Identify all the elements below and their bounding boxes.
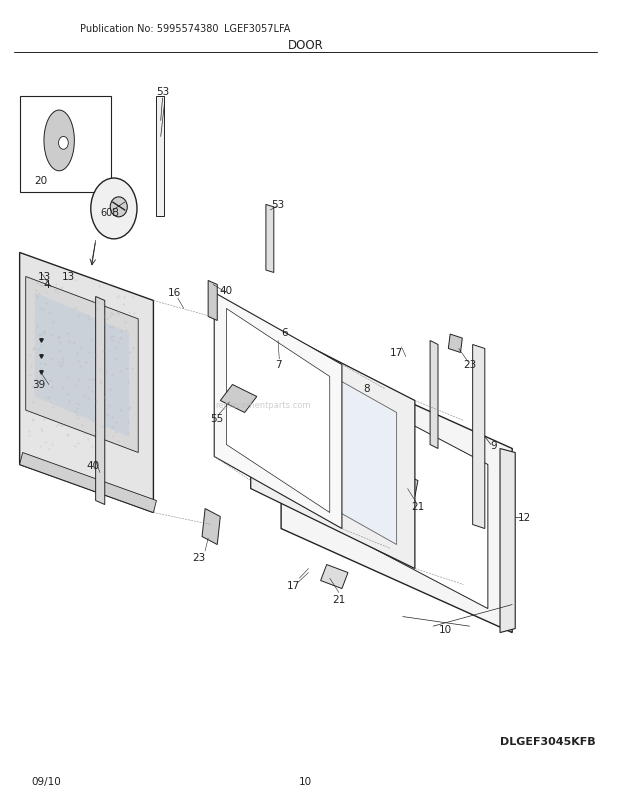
Text: 17: 17 — [390, 348, 403, 358]
Polygon shape — [397, 473, 418, 497]
Text: 10: 10 — [439, 624, 452, 634]
Polygon shape — [25, 277, 138, 453]
Text: 40: 40 — [86, 460, 99, 470]
Polygon shape — [20, 253, 153, 513]
Polygon shape — [472, 345, 485, 529]
Text: 20: 20 — [34, 176, 48, 186]
Text: 12: 12 — [518, 512, 531, 522]
Text: 39: 39 — [32, 380, 46, 390]
Polygon shape — [215, 293, 342, 529]
Text: 17: 17 — [286, 580, 300, 589]
Ellipse shape — [110, 197, 127, 217]
Text: replacementparts.com: replacementparts.com — [215, 400, 311, 410]
Circle shape — [91, 179, 137, 240]
Text: 40: 40 — [220, 286, 233, 296]
Polygon shape — [95, 297, 105, 505]
Text: 6: 6 — [281, 328, 288, 338]
Text: 4: 4 — [43, 280, 50, 290]
Text: 23: 23 — [192, 552, 206, 562]
Polygon shape — [281, 345, 512, 633]
Text: 21: 21 — [411, 501, 425, 512]
Text: 53: 53 — [272, 200, 285, 210]
Text: 8: 8 — [363, 384, 370, 394]
Text: 7: 7 — [275, 360, 281, 370]
Text: 09/10: 09/10 — [32, 776, 61, 786]
Polygon shape — [250, 317, 415, 569]
Text: 10: 10 — [299, 776, 312, 786]
Text: 55: 55 — [211, 414, 224, 423]
Polygon shape — [20, 97, 111, 193]
Text: 23: 23 — [463, 360, 476, 370]
Text: DOOR: DOOR — [288, 38, 323, 52]
Text: DLGEF3045KFB: DLGEF3045KFB — [500, 735, 596, 746]
Polygon shape — [306, 369, 488, 609]
Polygon shape — [35, 293, 129, 437]
Polygon shape — [448, 334, 463, 353]
Text: 53: 53 — [156, 87, 169, 97]
Text: 13: 13 — [37, 272, 51, 282]
Polygon shape — [220, 385, 257, 413]
Polygon shape — [321, 565, 348, 589]
Polygon shape — [269, 341, 397, 545]
Text: 21: 21 — [332, 594, 345, 604]
Polygon shape — [226, 309, 330, 513]
Polygon shape — [266, 205, 274, 273]
Text: 13: 13 — [61, 272, 75, 282]
Text: 60B: 60B — [100, 208, 119, 217]
Text: LGEF3057LFA: LGEF3057LFA — [224, 24, 290, 34]
Text: 9: 9 — [490, 440, 497, 450]
Polygon shape — [44, 111, 74, 172]
Polygon shape — [430, 341, 438, 449]
Circle shape — [58, 137, 68, 150]
Polygon shape — [202, 509, 220, 545]
Polygon shape — [208, 282, 217, 321]
Text: Publication No: 5995574380: Publication No: 5995574380 — [81, 24, 219, 34]
Polygon shape — [500, 449, 515, 633]
Polygon shape — [156, 97, 164, 217]
Text: 16: 16 — [168, 288, 181, 298]
Polygon shape — [20, 453, 156, 513]
